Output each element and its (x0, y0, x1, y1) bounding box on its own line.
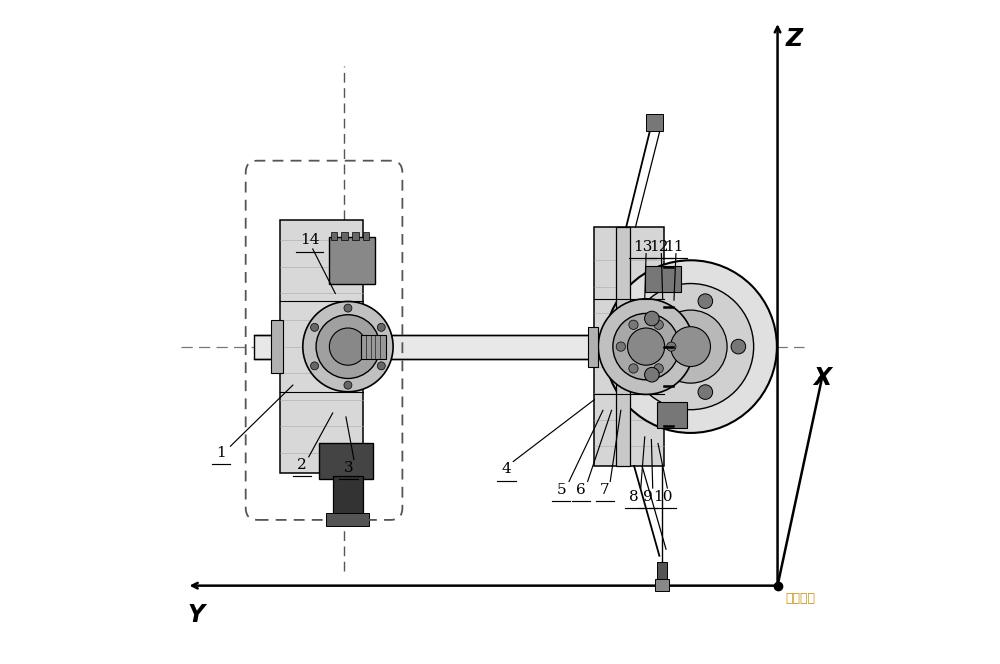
Bar (361, 335, 386, 359)
Circle shape (311, 323, 319, 331)
Circle shape (627, 328, 665, 365)
Circle shape (698, 384, 713, 399)
Bar (333, 476, 363, 516)
Text: 11: 11 (664, 240, 684, 254)
Circle shape (344, 381, 352, 389)
Circle shape (344, 304, 352, 312)
Bar (254, 335, 772, 359)
Circle shape (645, 367, 659, 382)
Circle shape (329, 328, 367, 365)
Bar (319, 443, 373, 479)
Text: X: X (813, 367, 832, 390)
Circle shape (613, 313, 679, 380)
Bar (616, 227, 630, 466)
Circle shape (598, 299, 694, 394)
Text: 10: 10 (653, 489, 672, 504)
Text: 8: 8 (629, 489, 639, 504)
Text: 4: 4 (502, 462, 512, 477)
Bar (594, 227, 664, 466)
Bar (326, 513, 369, 526)
Circle shape (616, 342, 625, 351)
Text: 6: 6 (576, 483, 586, 497)
Circle shape (377, 323, 385, 331)
Bar (363, 232, 369, 240)
Text: 9: 9 (643, 489, 652, 504)
Text: 2: 2 (297, 457, 307, 472)
Bar (329, 237, 375, 284)
Circle shape (698, 294, 713, 309)
Bar (271, 320, 283, 373)
Text: Z: Z (786, 27, 803, 50)
Text: Y: Y (187, 603, 204, 627)
Bar (280, 220, 363, 473)
Bar (352, 232, 359, 240)
Bar (657, 402, 687, 428)
Text: 3: 3 (344, 461, 353, 475)
Circle shape (654, 364, 663, 373)
Text: 12: 12 (650, 240, 669, 254)
Circle shape (629, 364, 638, 373)
Circle shape (671, 327, 710, 367)
Circle shape (731, 339, 746, 354)
Circle shape (667, 342, 676, 351)
Bar (645, 266, 681, 292)
Bar (588, 327, 598, 367)
Text: 14: 14 (300, 233, 319, 248)
Circle shape (316, 315, 380, 378)
Bar (657, 562, 667, 579)
Circle shape (303, 301, 393, 392)
Circle shape (311, 362, 319, 370)
Circle shape (629, 320, 638, 329)
Text: 5: 5 (556, 483, 566, 497)
Text: 13: 13 (633, 240, 652, 254)
Circle shape (377, 362, 385, 370)
Text: 7: 7 (600, 483, 610, 497)
Circle shape (645, 311, 659, 326)
Circle shape (604, 260, 777, 433)
Bar (341, 232, 348, 240)
Bar (646, 114, 663, 131)
Circle shape (654, 320, 663, 329)
Text: 坐标原点: 坐标原点 (786, 592, 816, 606)
Bar (331, 232, 337, 240)
Bar (655, 579, 669, 591)
Circle shape (654, 310, 727, 383)
Text: 1: 1 (216, 446, 226, 460)
Circle shape (627, 284, 754, 410)
